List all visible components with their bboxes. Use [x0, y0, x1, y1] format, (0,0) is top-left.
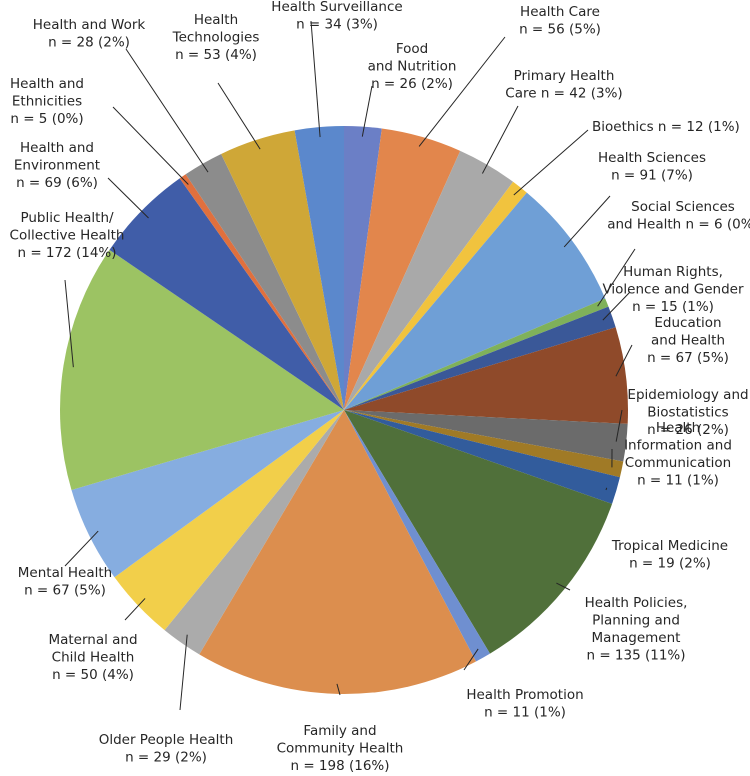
pie-slice-older-people-health [164, 410, 344, 655]
leader-line-epidemiology-and-biostatistics [615, 409, 623, 442]
slice-label-bioethics: Bioethics n = 12 (1%) [592, 119, 740, 135]
leader-line-health-policies-planning-and-management [556, 582, 571, 591]
pie-slice-tropical-medicine [344, 410, 620, 504]
pie-slice-education-and-health [344, 327, 628, 424]
slice-label-health-and-environment: Health and Environment n = 69 (6%) [14, 140, 100, 191]
pie-slice-health-surveillance [294, 126, 344, 410]
pie-slice-health-and-environment [109, 178, 344, 410]
slice-label-health-promotion: Health Promotion n = 11 (1%) [466, 687, 583, 721]
slice-label-health-and-ethnicities: Health and Ethnicities n = 5 (0%) [10, 76, 84, 127]
slice-label-health-and-work: Health and Work n = 28 (2%) [33, 17, 146, 51]
pie-slice-health-and-work [185, 153, 344, 410]
pie-slice-human-rights-violence-and-gender [344, 306, 616, 410]
pie-slice-health-care [344, 128, 461, 410]
slice-label-epidemiology-and-biostatistics: Epidemiology and Biostatistics n = 26 (2%) [627, 387, 748, 438]
leader-lines [64, 20, 636, 711]
slice-label-education-and-health: Education and Health n = 67 (5%) [647, 315, 729, 366]
slice-label-health-care: Health Care n = 56 (5%) [519, 4, 601, 38]
leader-line-health-surveillance [310, 20, 321, 138]
leader-line-health-and-work [125, 48, 209, 173]
pie-slice-social-sciences-and-health [344, 298, 609, 410]
slice-label-health-surveillance: Health Surveillance n = 34 (3%) [271, 0, 402, 33]
slice-label-social-sciences-and-health: Social Sciences and Health n = 6 (0%) [607, 199, 750, 233]
slice-label-health-sciences: Health Sciences n = 91 (7%) [598, 150, 706, 184]
leader-line-family-and-community-health [336, 683, 341, 696]
slice-label-public-health-collective-health: Public Health/Collective Health n = 172 (… [10, 210, 125, 261]
pie-slice-health-promotion [344, 410, 490, 662]
slice-label-older-people-health: Older People Health n = 29 (2%) [99, 732, 234, 766]
pie-slice-mental-health [71, 410, 345, 578]
slice-labels: Food and Nutrition n = 26 (2%) Health Care n… [10, 0, 750, 774]
leader-line-education-and-health [615, 344, 633, 377]
leader-line-tropical-medicine [605, 487, 608, 491]
slice-label-maternal-and-child-health: Maternal and Child Health n = 50 (4%) [48, 632, 137, 683]
pie-slice-bioethics [344, 181, 527, 410]
leader-line-health-sciences [563, 195, 611, 248]
leader-line-primary-health-care [481, 105, 519, 174]
leader-line-health-care [418, 36, 506, 147]
pie-slice-health-policies-planning-and-management [344, 410, 613, 654]
leader-line-health-promotion [463, 648, 479, 671]
pie-slice-health-technologies [221, 130, 344, 410]
pie-slice-family-and-community-health [199, 410, 476, 694]
leader-line-health-and-environment [107, 177, 149, 219]
pie-slice-maternal-and-child-health [114, 410, 344, 631]
pie-slice-food-and-nutrition [344, 126, 382, 410]
leader-line-bioethics [513, 129, 589, 196]
pie-slice-public-health-collective-health [60, 249, 344, 490]
pie-slice-health-sciences [344, 192, 606, 410]
leader-line-human-rights-violence-and-gender [602, 291, 631, 321]
slice-label-tropical-medicine: Tropical Medicine n = 19 (2%) [611, 538, 728, 572]
leader-line-health-and-ethnicities [112, 106, 189, 185]
slice-label-mental-health: Mental Health n = 67 (5%) [18, 565, 112, 599]
pie-slice-health-information-and-communication [344, 410, 624, 478]
leader-line-maternal-and-child-health [124, 598, 146, 621]
slice-label-health-policies-planning-and-management: Health Policies, Planning and Management n … [585, 595, 688, 664]
slice-label-health-technologies: Health Technologies n = 53 (4%) [172, 12, 260, 63]
pie-slice-epidemiology-and-biostatistics [344, 410, 628, 462]
slice-label-human-rights-violence-and-gender: Human Rights, Violence and Gender n = 15 (… [602, 264, 743, 315]
pie-slices [60, 126, 628, 694]
leader-line-health-technologies [217, 82, 261, 150]
leader-line-older-people-health [179, 634, 188, 711]
slice-label-family-and-community-health: Family and Community Health n = 198 (16%) [277, 723, 404, 774]
slice-label-health-information-and-communication: Health Information and Communication n = 11… [624, 420, 732, 489]
pie-slice-health-and-ethnicities [179, 174, 344, 410]
leader-line-social-sciences-and-health [597, 248, 636, 307]
leader-line-food-and-nutrition [361, 85, 373, 137]
leader-line-mental-health [64, 530, 99, 567]
slice-label-food-and-nutrition: Food and Nutrition n = 26 (2%) [368, 41, 457, 92]
slice-label-primary-health-care: Primary Health Care n = 42 (3%) [505, 68, 622, 102]
leader-line-public-health-collective-health [64, 279, 74, 368]
pie-slice-primary-health-care [344, 150, 514, 410]
